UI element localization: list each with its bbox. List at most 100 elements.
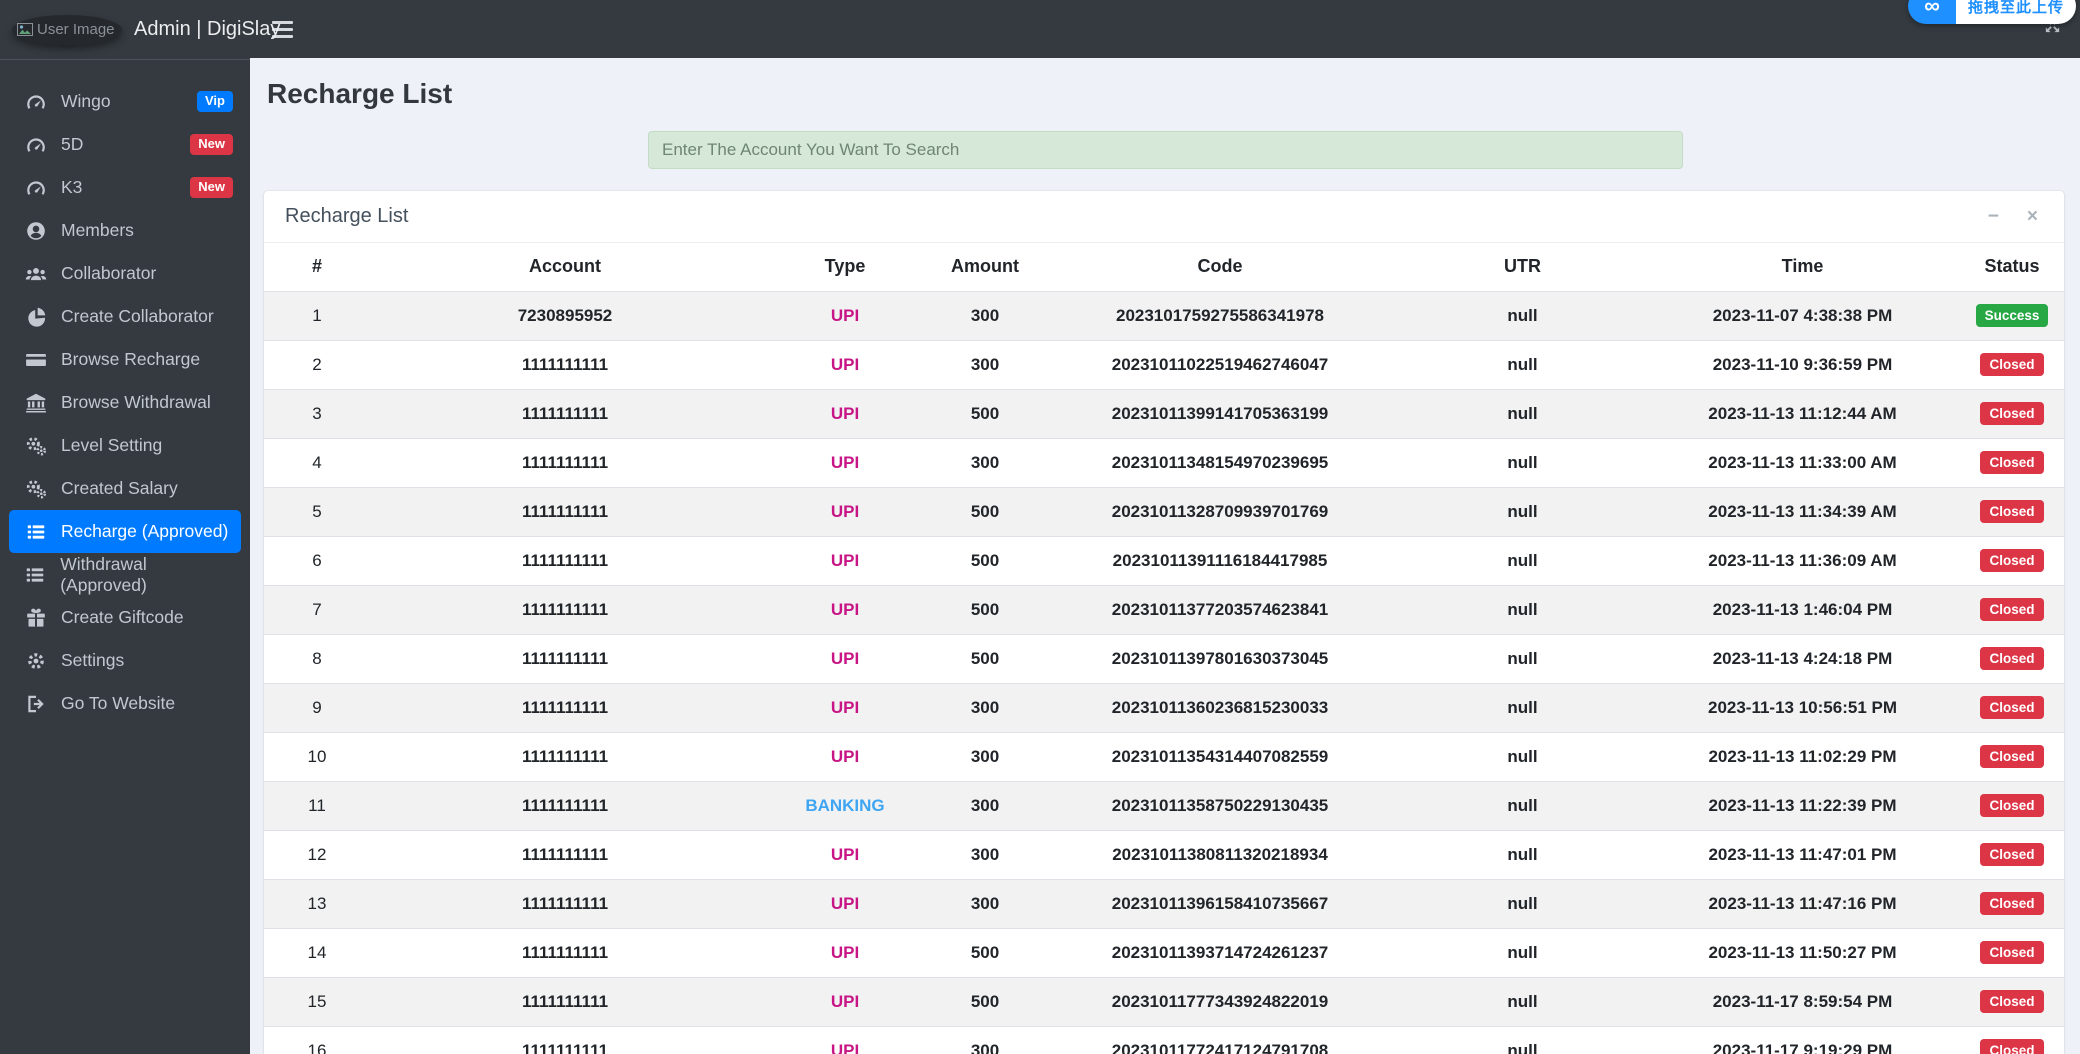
status-badge: Closed <box>1980 794 2044 817</box>
cell-time: 2023-11-13 11:02:29 PM <box>1645 731 1960 781</box>
cell-amount: 300 <box>930 682 1040 732</box>
gift-icon <box>22 607 49 629</box>
cell-account: 1111111111 <box>370 535 760 585</box>
status-badge: Closed <box>1980 696 2044 719</box>
search-input[interactable] <box>648 131 1683 169</box>
user-icon <box>22 220 49 242</box>
sidebar-item-create-giftcode[interactable]: Create Giftcode <box>9 596 241 639</box>
column-header-utr: UTR <box>1504 256 1541 277</box>
payment-type: UPI <box>830 844 860 864</box>
payment-type: UPI <box>830 942 860 962</box>
cell-account: 1111111111 <box>370 339 760 389</box>
cell-utr: null <box>1400 290 1645 340</box>
cell-amount: 300 <box>930 290 1040 340</box>
card-tools: − × <box>1988 207 2043 226</box>
cell-amount: 500 <box>930 388 1040 438</box>
upload-overlay[interactable]: ∞ 拖拽至此上传 <box>1907 0 2076 24</box>
cell-row-number: 14 <box>264 927 370 977</box>
sidebar-item-settings[interactable]: Settings <box>9 639 241 682</box>
column-header-amount: Amount <box>951 256 1019 277</box>
sidebar-item-members[interactable]: Members <box>9 209 241 252</box>
sidebar-item-create-collaborator[interactable]: Create Collaborator <box>9 295 241 338</box>
sidebar-item-label: 5D <box>61 134 84 154</box>
cell-type: UPI <box>760 829 930 879</box>
sidebar-item-browse-withdrawal[interactable]: Browse Withdrawal <box>9 381 241 424</box>
cell-amount: 500 <box>930 535 1040 585</box>
sidebar-item-label: Collaborator <box>61 263 157 283</box>
payment-type: UPI <box>830 697 860 717</box>
cell-status: Closed <box>1960 829 2064 879</box>
hamburger-menu-icon[interactable] <box>268 15 297 44</box>
sidebar-item-label: Wingo <box>61 91 111 111</box>
status-badge: Closed <box>1980 500 2044 523</box>
cell-time: 2023-11-13 11:12:44 AM <box>1645 388 1960 438</box>
sidebar-item-browse-recharge[interactable]: Browse Recharge <box>9 338 241 381</box>
status-badge: Success <box>1975 304 2049 327</box>
cell-utr: null <box>1400 682 1645 732</box>
list-icon <box>22 521 49 543</box>
sidebar-item-wingo[interactable]: Wingo Vip <box>9 80 241 123</box>
cell-account: 1111111111 <box>370 633 760 683</box>
cell-row-number: 13 <box>264 878 370 928</box>
sidebar-item-recharge-approved[interactable]: Recharge (Approved) <box>9 510 241 553</box>
sidebar-item-created-salary[interactable]: Created Salary <box>9 467 241 510</box>
sidebar: User Image Admin | DigiSlay Wingo Vip 5D Ne… <box>0 0 280 1054</box>
table-row: 6 1111111111 UPI 500 20231011391116184417985… <box>264 535 2064 585</box>
sidebar-item-level-setting[interactable]: Level Setting <box>9 424 241 467</box>
cell-row-number: 16 <box>264 1025 370 1054</box>
cell-type: UPI <box>760 535 930 585</box>
cell-code: 20231011399141705363199 <box>1040 388 1400 438</box>
status-badge: Closed <box>1980 353 2044 376</box>
cog-icon <box>22 650 49 672</box>
sidebar-item-5d[interactable]: 5D New <box>9 123 241 166</box>
cell-utr: null <box>1400 633 1645 683</box>
cell-row-number: 8 <box>264 633 370 683</box>
cell-utr: null <box>1400 731 1645 781</box>
cell-row-number: 15 <box>264 976 370 1026</box>
table-row: 16 1111111111 UPI 300 2023101177241712479170… <box>264 1025 2064 1054</box>
cell-account: 1111111111 <box>370 878 760 928</box>
cell-utr: null <box>1400 829 1645 879</box>
main-content: Recharge List Recharge List − × # Account… <box>250 0 2080 1054</box>
cell-utr: null <box>1400 339 1645 389</box>
cell-status: Closed <box>1960 437 2064 487</box>
gauge-icon <box>22 134 49 156</box>
cell-time: 2023-11-13 11:33:00 AM <box>1645 437 1960 487</box>
cell-type: BANKING <box>760 780 930 830</box>
table-row: 13 1111111111 UPI 300 2023101139615841073566… <box>264 878 2064 928</box>
payment-type: UPI <box>830 1040 860 1054</box>
cell-amount: 500 <box>930 976 1040 1026</box>
cell-time: 2023-11-13 11:36:09 AM <box>1645 535 1960 585</box>
cell-utr: null <box>1400 388 1645 438</box>
status-badge: Closed <box>1980 402 2044 425</box>
sidebar-badge: Vip <box>197 91 233 112</box>
upload-overlay-text: 拖拽至此上传 <box>1955 0 2076 24</box>
sidebar-menu: Wingo Vip 5D New K3 New Members Collaborator Cre… <box>0 60 250 725</box>
cell-code: 20231011022519462746047 <box>1040 339 1400 389</box>
cell-status: Closed <box>1960 535 2064 585</box>
cell-code: 20231011354314407082559 <box>1040 731 1400 781</box>
sidebar-item-go-to-website[interactable]: Go To Website <box>9 682 241 725</box>
cell-row-number: 5 <box>264 486 370 536</box>
cell-type: UPI <box>760 682 930 732</box>
minimize-icon[interactable]: − <box>1987 206 1999 227</box>
close-icon[interactable]: × <box>2026 206 2038 227</box>
cell-time: 2023-11-13 11:50:27 PM <box>1645 927 1960 977</box>
table-row: 10 1111111111 UPI 300 2023101135431440708255… <box>264 731 2064 781</box>
status-badge: Closed <box>1980 990 2044 1013</box>
sidebar-item-collaborator[interactable]: Collaborator <box>9 252 241 295</box>
cell-type: UPI <box>760 633 930 683</box>
cell-row-number: 6 <box>264 535 370 585</box>
table-header-row: # Account Type Amount Code UTR Time Status <box>264 243 2064 291</box>
sidebar-item-label: Go To Website <box>61 693 176 713</box>
cell-status: Closed <box>1960 486 2064 536</box>
sidebar-item-k3[interactable]: K3 New <box>9 166 241 209</box>
brand[interactable]: User Image Admin | DigiSlay <box>0 0 280 60</box>
cogs-icon <box>22 435 49 457</box>
cell-amount: 500 <box>930 927 1040 977</box>
sidebar-item-withdrawal-approved[interactable]: Withdrawal (Approved) <box>9 553 241 596</box>
payment-type: UPI <box>830 648 860 668</box>
status-badge: Closed <box>1980 745 2044 768</box>
table-row: 1 7230895952 UPI 300 2023101759275586341978 n… <box>264 290 2064 340</box>
sidebar-item-label: Members <box>61 220 134 240</box>
